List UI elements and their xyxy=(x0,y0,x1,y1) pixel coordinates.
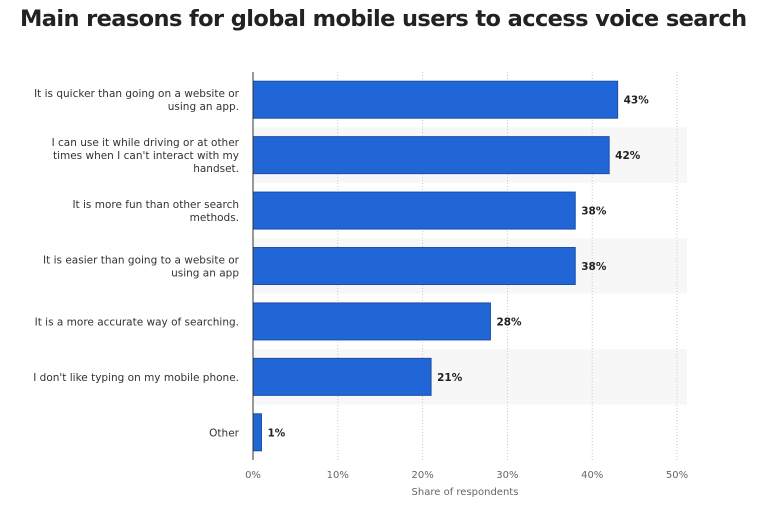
x-axis-title: Share of respondents xyxy=(412,487,519,498)
category-label: It is quicker than going on a website or… xyxy=(34,88,240,113)
category-label: It is easier than going to a website or u… xyxy=(43,255,240,280)
value-label: 1% xyxy=(267,427,285,439)
value-label: 38% xyxy=(581,261,607,273)
value-label: 42% xyxy=(615,150,641,162)
x-tick-label: 0% xyxy=(245,470,261,481)
category-label: I can use it while driving or at other ti… xyxy=(52,137,240,175)
value-label: 38% xyxy=(581,206,607,218)
category-label: I don't like typing on my mobile phone. xyxy=(33,372,239,384)
x-axis-ticks: 0% 10% 20% 30% 40% 50% xyxy=(245,470,688,481)
bars xyxy=(252,80,619,452)
bar xyxy=(252,357,432,396)
category-label: It is more fun than other search methods. xyxy=(72,199,239,224)
bar xyxy=(252,80,619,119)
category-label: It is a more accurate way of searching. xyxy=(35,316,239,328)
bar xyxy=(252,191,576,230)
bar xyxy=(252,247,576,285)
x-tick-label: 40% xyxy=(581,470,603,481)
value-label: 43% xyxy=(624,95,650,107)
category-label: Other xyxy=(209,427,239,439)
category-labels: It is quicker than going on a website or… xyxy=(33,88,239,439)
x-tick-label: 50% xyxy=(666,470,688,481)
chart-title: Main reasons for global mobile users to … xyxy=(20,6,747,32)
value-label: 21% xyxy=(437,372,463,384)
bar xyxy=(252,136,610,175)
value-label: 28% xyxy=(496,316,522,328)
bar xyxy=(252,302,491,341)
value-labels: 43% 42% 38% 38% 28% 21% 1% xyxy=(267,95,649,440)
bar xyxy=(252,413,262,452)
x-tick-label: 30% xyxy=(496,470,518,481)
x-tick-label: 20% xyxy=(411,470,433,481)
x-tick-label: 10% xyxy=(327,470,349,481)
